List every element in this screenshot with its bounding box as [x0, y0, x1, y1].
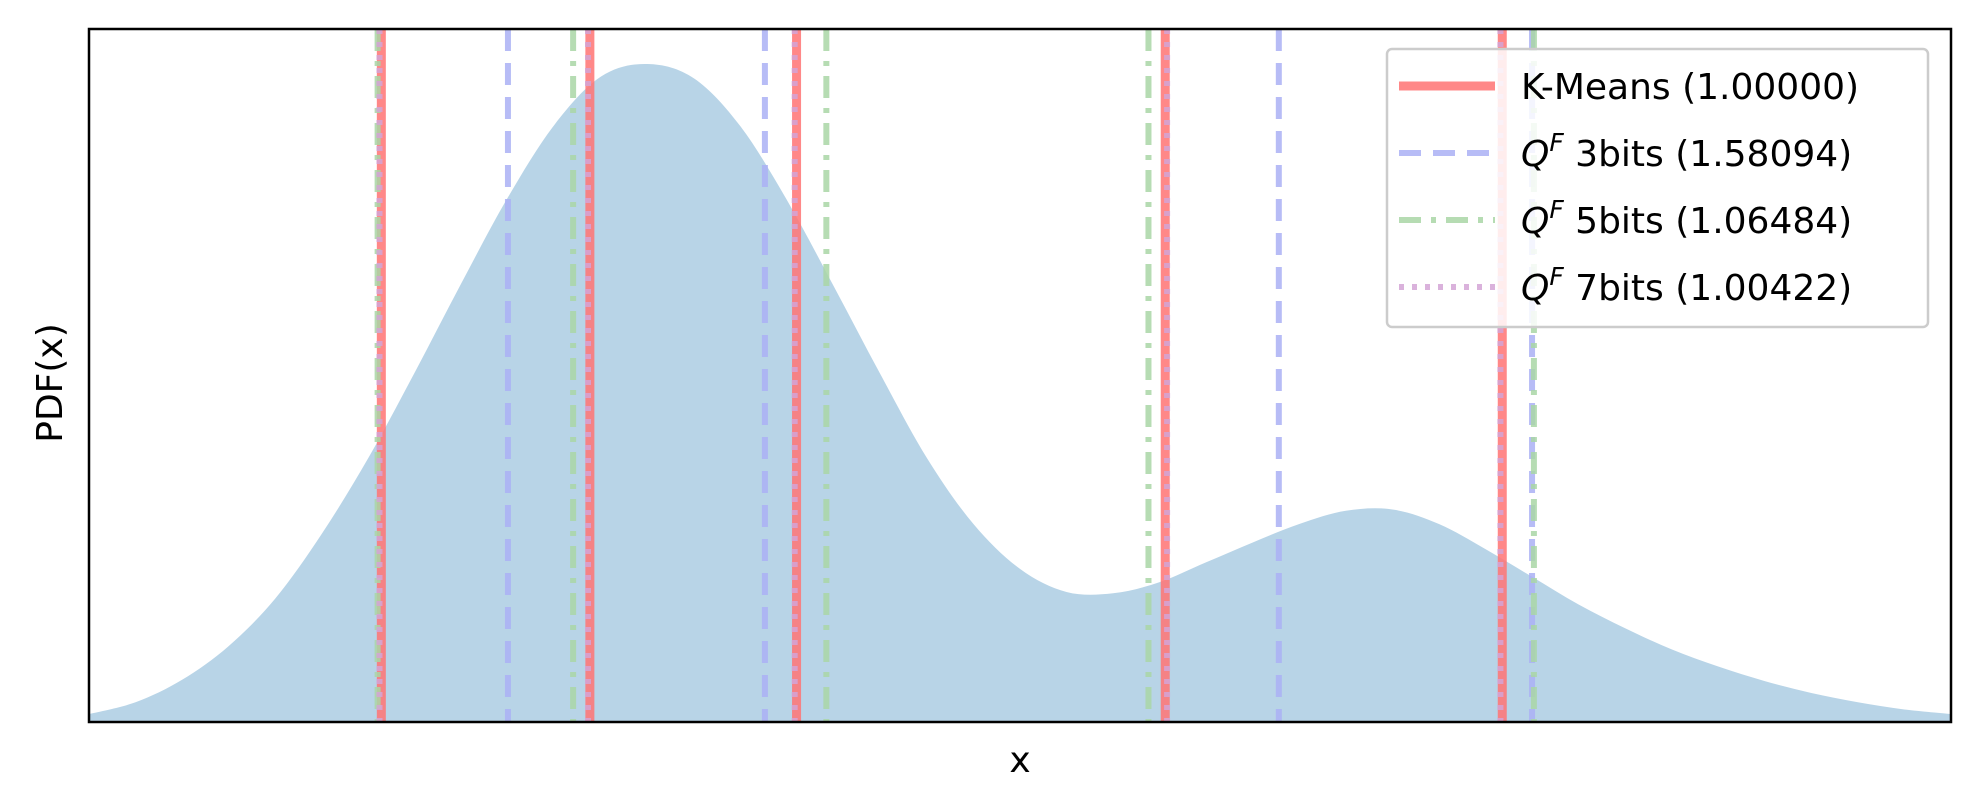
plot-frame [87, 27, 1953, 724]
legend: K-Means (1.00000) QF 3bits (1.58094) QF 5b… [1385, 47, 1930, 329]
series-solid [376, 29, 1507, 722]
series-dashdot [374, 29, 1537, 722]
legend-label-dashdot: QF 5bits (1.06484) [1521, 195, 1852, 242]
density-area [89, 63, 1951, 723]
legend-label-dashed: QF 3bits (1.58094) [1521, 128, 1852, 175]
x-axis-label: x [1009, 740, 1030, 781]
y-axis-label: PDF(x) [30, 323, 71, 443]
legend-box [1385, 47, 1930, 329]
legend-label-solid: K-Means (1.00000) [1521, 67, 1859, 108]
legend-label-dotted: QF 7bits (1.00422) [1521, 262, 1852, 309]
